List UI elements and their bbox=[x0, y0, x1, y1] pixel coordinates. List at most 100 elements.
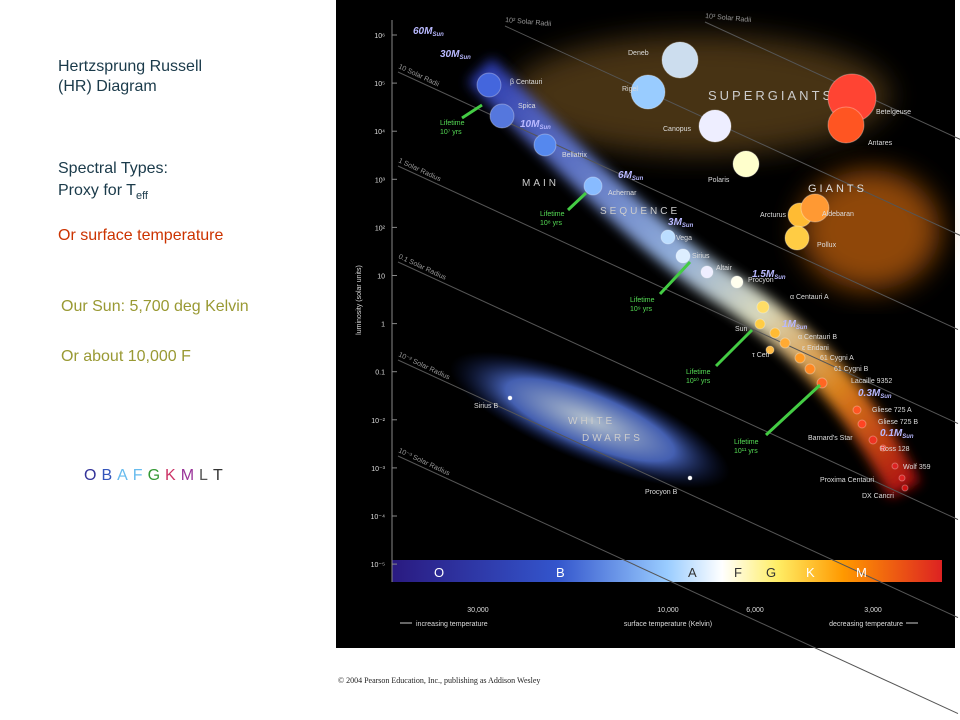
y-tick-label: 10⁶ bbox=[374, 33, 385, 40]
radius-line bbox=[397, 455, 959, 715]
white-dwarf-glow bbox=[450, 351, 730, 489]
spectral-bar-letter: O bbox=[434, 565, 444, 580]
supergiant-glow bbox=[510, 35, 890, 155]
star bbox=[868, 435, 878, 445]
star bbox=[730, 275, 744, 289]
star bbox=[756, 300, 770, 314]
star bbox=[675, 248, 691, 264]
mass-symbol: M bbox=[872, 388, 881, 399]
radius-line bbox=[504, 25, 960, 236]
x-tick-label: 30,000 bbox=[467, 607, 489, 614]
y-tick-label: 10⁻² bbox=[371, 418, 385, 425]
star bbox=[700, 265, 714, 279]
mass-sub: Sun bbox=[796, 325, 808, 331]
star bbox=[476, 72, 502, 98]
region-label: MAIN bbox=[522, 178, 559, 189]
lifetime-label: 10¹⁰ yrs bbox=[686, 377, 711, 385]
mass-value: 30 bbox=[440, 49, 452, 60]
spectral-letter: L bbox=[199, 467, 208, 484]
mass-label: 1.5MSun bbox=[752, 269, 786, 281]
radius-line bbox=[704, 21, 960, 140]
star bbox=[901, 484, 909, 492]
mass-label: 10MSun bbox=[520, 119, 551, 131]
lifetime-label: 10⁷ yrs bbox=[440, 129, 462, 136]
mass-label: 0.1MSun bbox=[880, 428, 914, 440]
mass-symbol: M bbox=[894, 428, 903, 439]
star bbox=[794, 352, 806, 364]
mass-symbol: M bbox=[624, 170, 633, 181]
mass-label: 3MSun bbox=[668, 217, 694, 229]
spectral-letter: K bbox=[165, 467, 176, 484]
x-tick-label: 10,000 bbox=[657, 607, 679, 614]
mass-value: 0.3 bbox=[858, 388, 872, 399]
star-label: Arcturus bbox=[760, 212, 787, 219]
mass-symbol: M bbox=[531, 119, 540, 130]
star bbox=[754, 318, 766, 330]
spectral-letter: G bbox=[147, 467, 161, 484]
star-label: α Centauri B bbox=[798, 334, 837, 341]
region-label: WHITE bbox=[568, 416, 615, 427]
giant-glow bbox=[800, 170, 940, 290]
star bbox=[660, 229, 676, 245]
star bbox=[891, 462, 899, 470]
x-caption: surface temperature (Kelvin) bbox=[624, 621, 712, 628]
star-label: Gliese 725 B bbox=[878, 419, 918, 426]
star-label: Pollux bbox=[817, 242, 837, 249]
star-label: Barnard's Star bbox=[808, 435, 853, 442]
mass-symbol: M bbox=[424, 26, 433, 37]
mass-label: 0.3MSun bbox=[858, 388, 892, 400]
mass-label: 60MSun bbox=[413, 26, 444, 38]
mass-sub: Sun bbox=[539, 125, 551, 131]
star-label: Vega bbox=[676, 235, 692, 242]
lifetime-label: Lifetime bbox=[630, 297, 655, 304]
y-tick-label: 10⁻³ bbox=[371, 466, 385, 473]
star-label: Sirius B bbox=[474, 403, 498, 410]
mass-symbol: M bbox=[674, 217, 683, 228]
region-label: DWARFS bbox=[582, 433, 643, 444]
y-tick-label: 10⁴ bbox=[374, 129, 385, 136]
star-label: Procyon B bbox=[645, 489, 678, 496]
lifetime-pointer bbox=[714, 328, 754, 368]
y-tick-label: 0.1 bbox=[375, 370, 385, 377]
title: Hertzsprung Russell (HR) Diagram bbox=[58, 57, 202, 97]
star-label: Bellatrix bbox=[562, 152, 587, 159]
star bbox=[784, 225, 810, 251]
star-label: Gliese 725 A bbox=[872, 407, 912, 414]
mass-sub: Sun bbox=[902, 434, 914, 440]
region-label: SEQUENCE bbox=[600, 206, 680, 217]
star-label: τ Ceti bbox=[752, 352, 770, 359]
star-label: 61 Cygni B bbox=[834, 366, 869, 373]
star-label: Sirius bbox=[692, 253, 710, 260]
lifetime-label: Lifetime bbox=[734, 439, 759, 446]
region-label: SUPERGIANTS bbox=[708, 88, 834, 103]
y-tick-label: 10⁻⁴ bbox=[371, 514, 386, 521]
y-tick-label: 10⁻⁵ bbox=[371, 562, 385, 569]
star-label: 61 Cygni A bbox=[820, 355, 854, 362]
star bbox=[779, 337, 791, 349]
mass-sub: Sun bbox=[459, 55, 471, 61]
mass-sub: Sun bbox=[682, 223, 694, 229]
y-tick-label: 10² bbox=[375, 225, 386, 232]
star-label: Spica bbox=[518, 103, 536, 110]
lifetime-pointer bbox=[764, 383, 822, 437]
title-line: Hertzsprung Russell bbox=[58, 58, 203, 75]
star-label: Altair bbox=[716, 265, 733, 272]
spectral-letter: A bbox=[117, 467, 128, 484]
surface: Or surface temperature bbox=[58, 227, 224, 244]
mass-label: 30MSun bbox=[440, 49, 471, 61]
star bbox=[630, 74, 666, 110]
lifetime-pointer bbox=[461, 103, 483, 120]
radius-label: 10³ Solar Radii bbox=[705, 13, 752, 24]
y-tick-label: 10 bbox=[377, 274, 385, 281]
star bbox=[804, 363, 816, 375]
radius-line bbox=[397, 359, 959, 619]
mass-symbol: M bbox=[451, 49, 460, 60]
x-caption: increasing temperature bbox=[416, 621, 488, 628]
lifetime-pointer bbox=[658, 260, 692, 296]
star bbox=[533, 133, 557, 157]
star-label: Betelgeuse bbox=[876, 109, 911, 116]
x-tick-label: 6,000 bbox=[746, 607, 764, 614]
mass-label: 6MSun bbox=[618, 170, 644, 182]
x-tick-label: 3,000 bbox=[864, 607, 882, 614]
